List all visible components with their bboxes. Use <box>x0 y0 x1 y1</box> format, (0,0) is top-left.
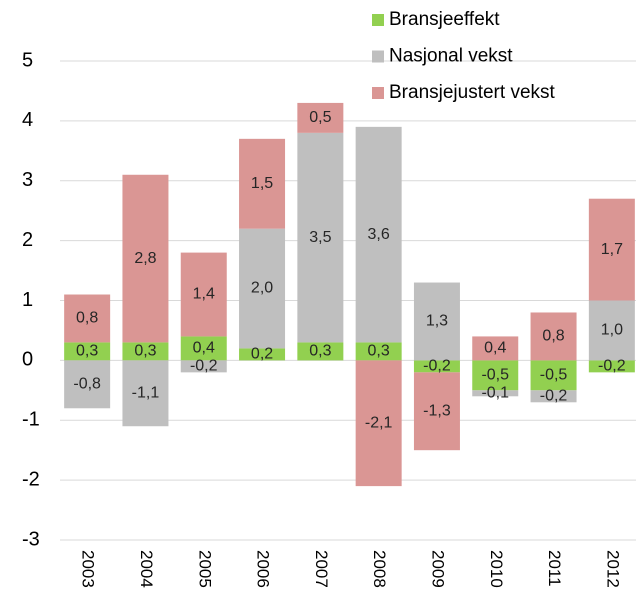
bar-segment <box>180 336 227 361</box>
y-tick-label: 5 <box>22 49 33 71</box>
data-label: 1,3 <box>426 313 448 330</box>
y-tick-label: 2 <box>22 229 33 251</box>
x-tick-label: 2006 <box>254 550 273 588</box>
bar-segment <box>122 342 169 361</box>
bar-segment <box>297 132 344 343</box>
data-label: -1,1 <box>132 385 160 402</box>
y-tick-label: 4 <box>22 109 33 131</box>
bar-segment <box>239 228 286 349</box>
data-label: -0,2 <box>423 358 451 375</box>
bar-segment <box>297 342 344 361</box>
bar-segment <box>530 390 577 403</box>
x-tick-label: 2012 <box>603 550 622 588</box>
legend-label: Nasjonal vekst <box>389 46 513 67</box>
bar-segment <box>64 342 111 361</box>
data-label: -0,2 <box>540 388 568 405</box>
bar-segment <box>588 198 635 301</box>
bar-segment <box>413 372 460 451</box>
bar-segment <box>180 252 227 337</box>
bar-segment <box>239 348 286 361</box>
bar-segment <box>297 102 344 133</box>
bar-segment <box>472 360 519 391</box>
bar-segment <box>413 282 460 361</box>
data-label: 1,4 <box>193 286 215 303</box>
bar-segment <box>530 360 577 391</box>
bar-segment <box>588 300 635 361</box>
bar-segment <box>180 360 227 373</box>
data-label: -0,5 <box>481 367 509 384</box>
data-label: 0,2 <box>251 346 273 363</box>
bar-segment <box>588 360 635 373</box>
data-label: -1,3 <box>423 402 451 419</box>
x-tick-label: 2009 <box>428 550 447 588</box>
bar-segment <box>122 174 169 343</box>
data-label: 3,6 <box>368 226 390 243</box>
data-label: 0,8 <box>542 328 564 345</box>
bar-segment <box>472 390 519 397</box>
x-tick-label: 2003 <box>79 550 98 588</box>
bar-segment <box>413 360 460 373</box>
data-label: 1,0 <box>601 322 623 339</box>
bar-segment <box>64 360 111 409</box>
y-tick-label: -1 <box>22 409 40 431</box>
data-label: 0,5 <box>309 109 331 126</box>
data-label: 0,3 <box>309 343 331 360</box>
x-tick-label: 2011 <box>545 550 564 587</box>
data-label: 1,7 <box>601 241 623 258</box>
data-label: 0,4 <box>193 340 215 357</box>
data-label: 2,0 <box>251 280 273 297</box>
y-tick-label: -2 <box>22 468 40 490</box>
y-tick-label: 0 <box>22 349 33 371</box>
bar-segment <box>355 342 402 361</box>
data-label: 3,5 <box>309 229 331 246</box>
data-label: 0,8 <box>76 310 98 327</box>
data-label: 2,8 <box>134 250 156 267</box>
data-label: -0,2 <box>190 358 218 375</box>
data-label: -2,1 <box>365 414 393 431</box>
bar-segment <box>355 126 402 343</box>
data-label: 0,4 <box>484 340 506 357</box>
y-tick-label: 3 <box>22 169 33 191</box>
data-label: 1,5 <box>251 175 273 192</box>
legend-label: Bransjeeffekt <box>389 9 500 30</box>
data-label: -0,2 <box>598 358 626 375</box>
bar-segment <box>530 312 577 361</box>
y-tick-label: -3 <box>22 528 40 550</box>
legend-swatch <box>372 14 384 26</box>
bar-segment <box>122 360 169 427</box>
bar-segment <box>239 138 286 229</box>
bar-segment <box>355 360 402 487</box>
data-label: 0,3 <box>76 343 98 360</box>
y-tick-label: 1 <box>22 289 33 311</box>
legend-swatch <box>372 50 384 63</box>
legend-swatch <box>372 87 384 99</box>
data-label: -0,5 <box>540 367 568 384</box>
x-tick-label: 2010 <box>487 550 506 588</box>
legend-label: Bransjejustert vekst <box>389 82 556 103</box>
data-label: 0,3 <box>134 343 156 360</box>
x-tick-label: 2005 <box>195 550 214 588</box>
data-label: -0,8 <box>73 376 101 393</box>
data-label: -0,1 <box>481 385 509 402</box>
bar-segment <box>472 336 519 361</box>
x-tick-label: 2008 <box>370 550 389 588</box>
data-label: 0,3 <box>368 343 390 360</box>
bar-segment <box>64 294 111 343</box>
x-tick-label: 2004 <box>137 550 156 588</box>
x-tick-label: 2007 <box>312 550 331 588</box>
